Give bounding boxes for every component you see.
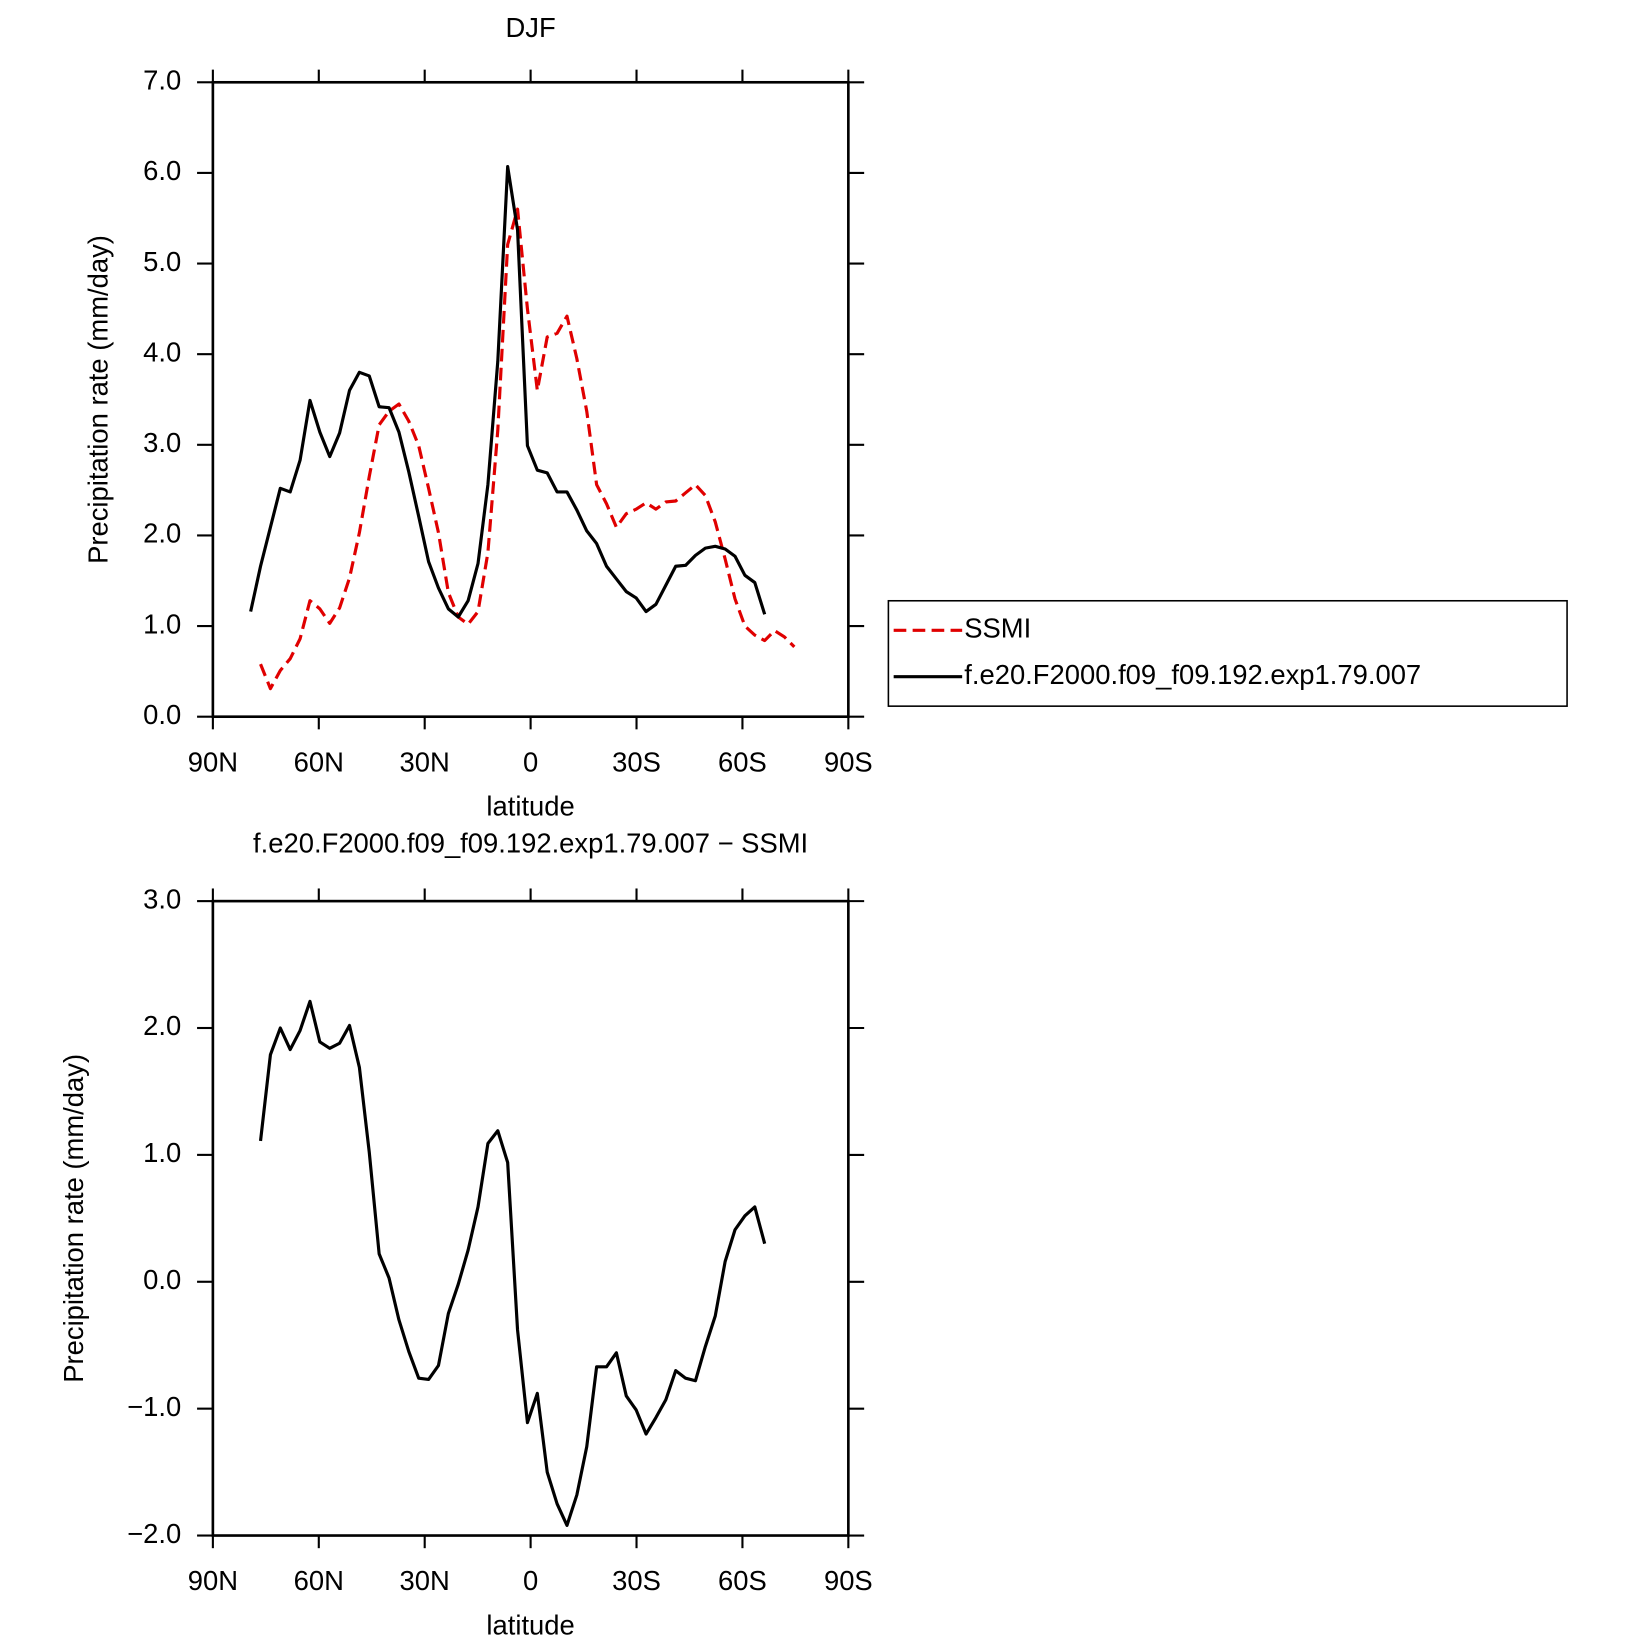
y-tick-label: 1.0 bbox=[143, 608, 181, 639]
y-tick-label: 0.0 bbox=[143, 699, 181, 730]
x-tick-label: 30N bbox=[400, 746, 450, 777]
y-tick-label: 5.0 bbox=[143, 246, 181, 277]
x-tick-label: 30N bbox=[400, 1565, 450, 1596]
data-line bbox=[259, 207, 796, 691]
x-tick-label: 60N bbox=[294, 746, 344, 777]
y-tick-label: 6.0 bbox=[143, 155, 181, 186]
y-tick-label: 2.0 bbox=[143, 518, 181, 549]
chart-title: DJF bbox=[506, 12, 556, 43]
data-line bbox=[258, 999, 767, 1527]
y-tick-label: −2.0 bbox=[127, 1518, 181, 1549]
x-tick-label: 0 bbox=[523, 1565, 538, 1596]
legend-label: SSMI bbox=[964, 613, 1031, 644]
y-tick-label: 3.0 bbox=[143, 883, 181, 914]
legend-label: f.e20.F2000.f09_f09.192.exp1.79.007 bbox=[964, 659, 1421, 690]
y-tick-label: −1.0 bbox=[127, 1391, 181, 1422]
x-axis-label: latitude bbox=[486, 1609, 574, 1640]
y-tick-label: 4.0 bbox=[143, 336, 181, 367]
x-tick-label: 90S bbox=[824, 1565, 873, 1596]
x-tick-label: 90N bbox=[188, 746, 238, 777]
x-tick-label: 90N bbox=[188, 1565, 238, 1596]
plot-frame bbox=[211, 80, 850, 719]
y-axis-label: Precipitation rate (mm/day) bbox=[82, 235, 113, 564]
x-tick-label: 60N bbox=[294, 1565, 344, 1596]
y-tick-label: 2.0 bbox=[143, 1010, 181, 1041]
x-tick-label: 60S bbox=[718, 746, 767, 777]
x-tick-label: 0 bbox=[523, 746, 538, 777]
legend-box bbox=[887, 599, 1568, 707]
data-line bbox=[249, 164, 767, 619]
y-tick-label: 0.0 bbox=[143, 1264, 181, 1295]
x-tick-label: 90S bbox=[824, 746, 873, 777]
x-axis-label: latitude bbox=[486, 791, 574, 822]
y-axis-label: Precipitation rate (mm/day) bbox=[58, 1054, 89, 1383]
y-tick-label: 1.0 bbox=[143, 1137, 181, 1168]
plot-frame bbox=[211, 899, 850, 1537]
chart-title: f.e20.F2000.f09_f09.192.exp1.79.007 − SS… bbox=[253, 827, 808, 858]
x-tick-label: 30S bbox=[612, 746, 661, 777]
y-tick-label: 3.0 bbox=[143, 427, 181, 458]
x-tick-label: 60S bbox=[718, 1565, 767, 1596]
y-tick-label: 7.0 bbox=[143, 65, 181, 96]
x-tick-label: 30S bbox=[612, 1565, 661, 1596]
